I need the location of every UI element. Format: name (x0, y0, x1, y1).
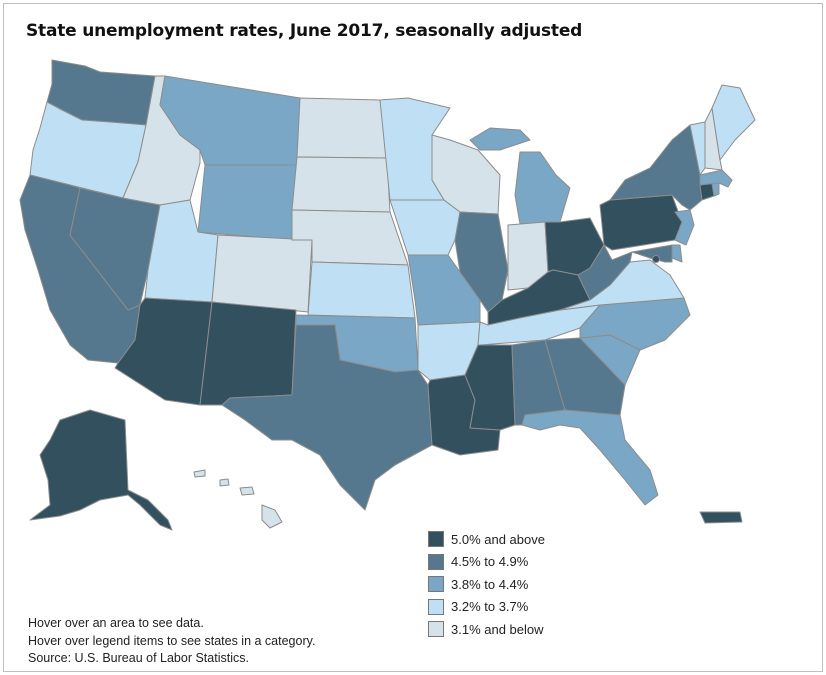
legend-label: 4.5% to 4.9% (451, 554, 529, 570)
legend-label: 5.0% and above (451, 531, 545, 547)
state-florida[interactable] (521, 409, 659, 506)
legend-swatch (428, 531, 444, 548)
legend-label: 3.1% and below (451, 621, 544, 637)
legend-item[interactable]: 5.0% and above (428, 528, 545, 551)
legend: 5.0% and above 4.5% to 4.9% 3.8% to 4.4%… (428, 528, 545, 641)
state-michigan[interactable] (514, 151, 571, 225)
state-delaware[interactable] (671, 244, 683, 263)
state-kansas[interactable] (307, 261, 416, 319)
state-south-dakota[interactable] (291, 156, 391, 213)
state-new-mexico[interactable] (199, 301, 297, 406)
hover-legend-note: Hover over legend items to see states in… (28, 633, 316, 648)
map-title: State unemployment rates, June 2017, sea… (26, 21, 583, 41)
state-maryland[interactable] (631, 244, 673, 263)
state-puerto-rico[interactable] (699, 511, 743, 524)
state-new-hampshire[interactable] (704, 107, 723, 171)
state-idaho[interactable] (122, 75, 201, 206)
state-tennessee[interactable] (477, 304, 601, 346)
state-michigan-upper[interactable] (469, 127, 531, 151)
state-dc[interactable] (652, 255, 660, 263)
state-alaska[interactable] (29, 409, 173, 531)
legend-item[interactable]: 3.1% and below (428, 618, 545, 641)
state-new-jersey[interactable] (674, 209, 695, 246)
legend-label: 3.8% to 4.4% (451, 576, 529, 592)
hover-area-note: Hover over an area to see data. (28, 616, 204, 630)
legend-swatch (428, 621, 444, 638)
legend-label: 3.2% to 3.7% (451, 599, 529, 615)
footnotes: Hover over an area to see data. Hover ov… (28, 615, 315, 668)
state-maine[interactable] (711, 84, 756, 161)
state-hawaii-3[interactable] (239, 486, 255, 496)
legend-swatch (428, 598, 444, 615)
state-pennsylvania[interactable] (599, 194, 683, 251)
legend-item[interactable]: 3.2% to 3.7% (428, 596, 545, 619)
legend-item[interactable]: 3.8% to 4.4% (428, 573, 545, 596)
state-mississippi[interactable] (464, 344, 516, 431)
state-hawaii-4[interactable] (261, 504, 283, 529)
state-texas[interactable] (221, 324, 433, 511)
legend-item[interactable]: 4.5% to 4.9% (428, 551, 545, 574)
state-missouri[interactable] (407, 254, 481, 326)
legend-swatch (428, 553, 444, 570)
state-colorado[interactable] (211, 234, 313, 313)
state-wyoming[interactable] (197, 164, 298, 241)
state-hawaii-1[interactable] (193, 469, 206, 478)
state-north-dakota[interactable] (296, 97, 388, 159)
legend-swatch (428, 576, 444, 593)
source-note: Source: U.S. Bureau of Labor Statistics. (28, 651, 249, 665)
state-hawaii-2[interactable] (219, 478, 230, 487)
